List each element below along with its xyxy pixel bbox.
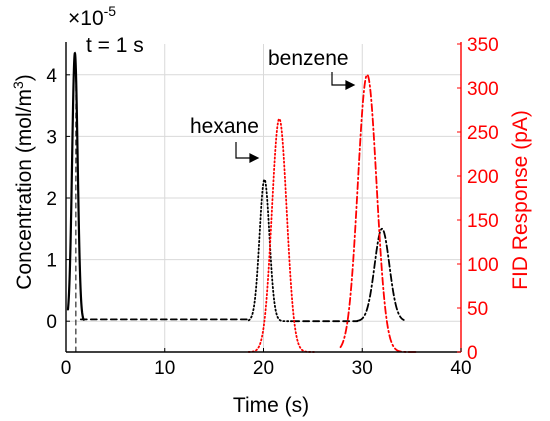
data-series xyxy=(66,51,418,353)
grid-lines xyxy=(65,44,462,352)
y-right-tick-label: 250 xyxy=(467,123,499,144)
x-tick-label: 40 xyxy=(450,358,471,379)
series-line-6 xyxy=(339,73,418,353)
x-tick-label: 20 xyxy=(253,358,274,379)
y-right-axis-title: FID Response (pA) xyxy=(509,110,532,290)
y-right-tick-label: 200 xyxy=(467,167,499,188)
benzene-arrow xyxy=(331,72,356,90)
y-right-tick-label: 0 xyxy=(467,343,478,364)
exponent-label: ×10-5 xyxy=(68,3,116,30)
hexane-label: hexane xyxy=(190,115,259,138)
y-right-tick-label: 50 xyxy=(467,299,488,320)
y-left-tick-label: 3 xyxy=(46,127,57,148)
y-right-tick-label: 350 xyxy=(467,35,499,56)
benzene-label: benzene xyxy=(268,47,349,70)
series-line-4 xyxy=(356,227,405,322)
x-tick-label: 0 xyxy=(61,358,72,379)
y-right-tick-label: 100 xyxy=(467,255,499,276)
y-left-tick-label: 4 xyxy=(46,66,57,87)
y-right-tick-label: 150 xyxy=(467,211,499,232)
series-line-5 xyxy=(247,117,316,353)
x-tick-label: 10 xyxy=(154,358,175,379)
x-tick-label: 30 xyxy=(352,358,373,379)
injection-time-label: t = 1 s xyxy=(86,34,144,57)
hexane-arrow xyxy=(235,142,260,163)
y-right-tick-label: 300 xyxy=(467,79,499,100)
y-left-tick-label: 1 xyxy=(46,251,57,272)
y-left-axis-title: Concentration (mol/m3) xyxy=(10,74,36,290)
series-line-2 xyxy=(247,178,295,323)
y-left-tick-label: 2 xyxy=(46,189,57,210)
x-axis-title: Time (s) xyxy=(233,394,309,417)
y-left-tick-label: 0 xyxy=(46,312,57,333)
